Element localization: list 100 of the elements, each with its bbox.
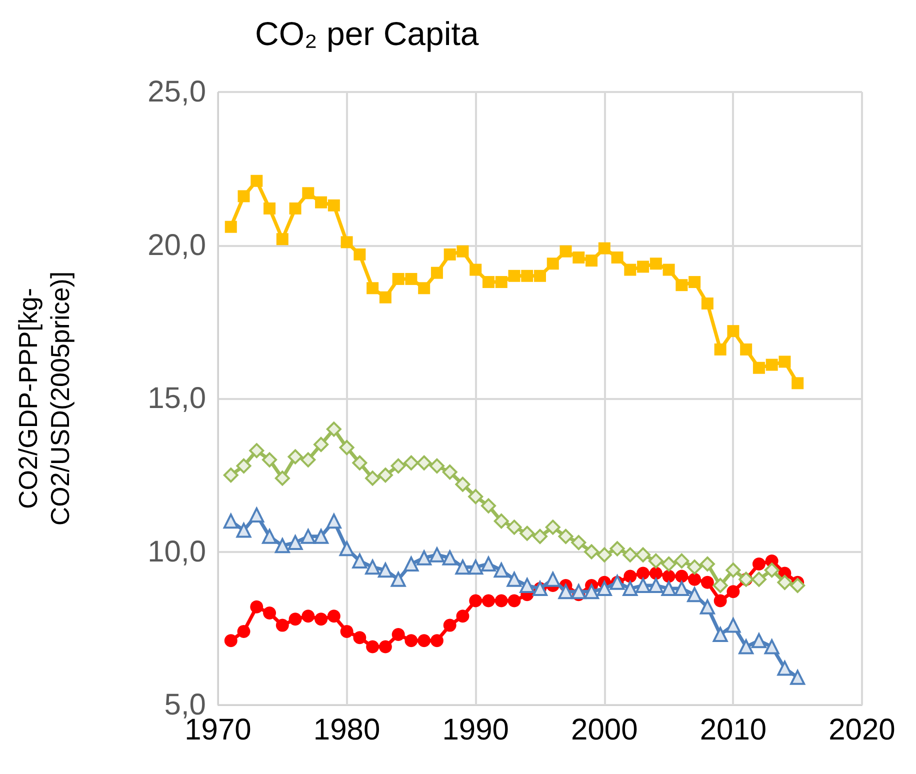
point	[468, 489, 484, 504]
point	[237, 624, 250, 638]
point	[792, 377, 804, 390]
point	[442, 550, 458, 566]
point	[456, 245, 469, 258]
point	[675, 570, 688, 583]
point	[378, 468, 393, 483]
point	[637, 260, 650, 273]
point	[300, 452, 316, 468]
point	[314, 612, 328, 626]
point	[390, 572, 406, 587]
y-tick-label: 25,0	[148, 76, 206, 108]
point	[405, 272, 418, 285]
point	[636, 547, 651, 562]
point	[366, 282, 379, 294]
point	[532, 528, 548, 544]
point	[238, 190, 250, 202]
point	[366, 640, 380, 654]
point	[712, 627, 728, 642]
point	[649, 566, 662, 580]
point	[661, 556, 676, 572]
point	[752, 558, 766, 571]
point	[288, 449, 303, 464]
point	[455, 560, 470, 575]
point	[558, 584, 574, 600]
point	[494, 514, 509, 529]
point	[622, 581, 638, 596]
y-tick-label: 15,0	[148, 382, 206, 415]
point	[764, 562, 780, 578]
point	[687, 560, 702, 575]
point	[700, 556, 715, 572]
point	[288, 612, 302, 626]
point	[365, 560, 380, 575]
point	[418, 634, 431, 648]
point	[468, 560, 484, 575]
point	[418, 282, 430, 294]
point	[264, 202, 276, 214]
point	[712, 578, 728, 593]
point	[764, 639, 780, 654]
point	[314, 436, 329, 452]
point	[726, 562, 741, 578]
point	[328, 199, 340, 212]
point	[571, 535, 586, 550]
point	[340, 236, 353, 248]
point	[714, 343, 726, 356]
point	[777, 660, 792, 676]
point	[676, 279, 688, 292]
point	[300, 528, 316, 544]
y-tick-label: 10,0	[148, 535, 206, 568]
point	[751, 572, 766, 587]
point	[354, 248, 366, 260]
point	[339, 440, 354, 456]
point	[688, 276, 701, 288]
point	[302, 187, 314, 200]
point	[469, 594, 482, 608]
point	[404, 556, 419, 572]
point	[430, 266, 443, 279]
point	[314, 528, 329, 544]
point	[326, 514, 342, 529]
point	[404, 455, 419, 470]
point	[508, 594, 521, 608]
point	[404, 634, 418, 648]
point	[444, 248, 456, 260]
point	[636, 578, 651, 593]
point	[315, 196, 328, 208]
point	[443, 618, 456, 632]
x-tick-label: 2000	[571, 714, 638, 746]
point	[596, 581, 612, 596]
point	[610, 541, 625, 556]
point	[494, 594, 508, 608]
point	[392, 272, 404, 285]
point	[224, 634, 238, 648]
point	[353, 631, 366, 644]
x-tick-label: 2010	[700, 714, 767, 746]
point	[701, 297, 714, 310]
point	[442, 464, 458, 480]
point	[470, 264, 482, 276]
point	[648, 553, 664, 568]
point	[495, 276, 508, 288]
point	[223, 514, 238, 529]
point	[339, 541, 354, 556]
point	[274, 470, 290, 486]
point	[224, 220, 237, 233]
point	[288, 535, 303, 550]
point	[611, 252, 624, 264]
point	[429, 458, 444, 474]
point	[700, 576, 714, 589]
point	[482, 594, 495, 608]
x-tick-label: 1980	[313, 714, 380, 746]
point	[456, 610, 470, 623]
point	[790, 578, 806, 593]
point	[596, 547, 612, 562]
point	[624, 570, 637, 583]
point	[778, 356, 791, 368]
point	[560, 245, 572, 258]
point	[506, 572, 522, 587]
point	[740, 343, 752, 356]
point	[365, 470, 380, 486]
point	[751, 633, 766, 648]
point	[674, 581, 690, 596]
